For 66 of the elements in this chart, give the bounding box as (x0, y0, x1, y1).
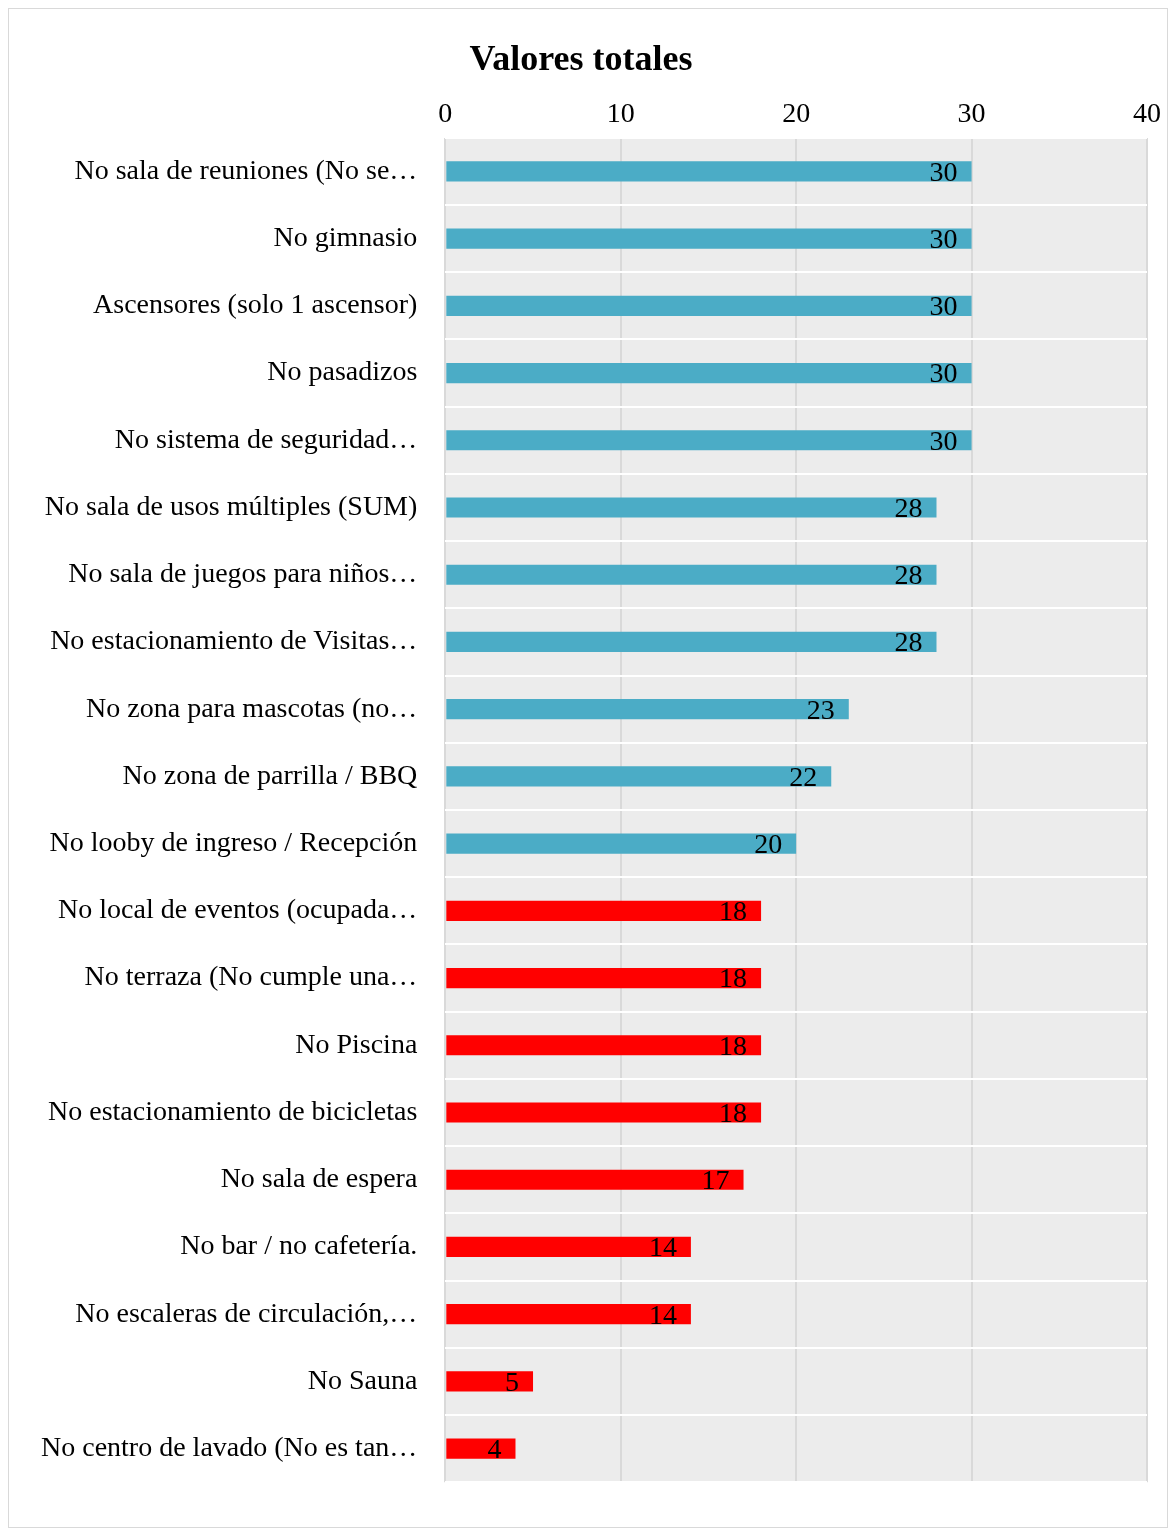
bar (446, 631, 937, 653)
bar (446, 362, 972, 384)
y-tick-label: No sala de reuniones (No se… (74, 153, 418, 185)
data-label: 14 (648, 1298, 677, 1330)
y-tick-label: No estacionamiento de bicicletas (48, 1094, 418, 1126)
y-tick-label: No estacionamiento de Visitas… (50, 624, 418, 656)
bar (446, 430, 972, 451)
y-tick-label: No pasadizos (267, 355, 418, 387)
y-tick-label: No looby de ingreso / Recepción (49, 825, 418, 857)
x-tick-label: 40 (1133, 97, 1161, 129)
y-tick-label: No local de eventos (ocupada… (58, 893, 418, 925)
y-tick-label: No sala de usos múltiples (SUM) (44, 489, 418, 521)
bar (446, 967, 762, 989)
x-tick-label: 20 (782, 97, 811, 129)
y-tick-label: No Sauna (307, 1363, 418, 1395)
bar (446, 1304, 691, 1325)
data-label: 30 (929, 290, 958, 322)
bar (446, 699, 849, 720)
data-label: 23 (806, 693, 835, 725)
bar (446, 900, 762, 921)
bar (446, 1169, 744, 1190)
data-label: 28 (894, 626, 923, 658)
data-label: 30 (929, 424, 958, 456)
y-tick-label: No Piscina (295, 1027, 418, 1059)
bar (446, 564, 937, 585)
data-label: 18 (719, 962, 748, 994)
y-tick-label: No bar / no cafetería. (180, 1229, 418, 1261)
y-tick-label: No terraza (No cumple una… (84, 960, 418, 992)
bar (446, 295, 972, 316)
y-tick-label: No zona de parrilla / BBQ (122, 758, 418, 790)
data-label: 18 (719, 1029, 748, 1061)
data-label: 30 (929, 222, 958, 254)
y-tick-label: No sala de espera (220, 1162, 418, 1194)
data-label: 30 (929, 357, 958, 389)
bar (446, 161, 972, 182)
data-label: 18 (719, 1096, 748, 1128)
y-tick-label: No sala de juegos para niños… (68, 557, 418, 589)
y-tick-label: No centro de lavado (No es tan… (40, 1430, 418, 1462)
bar (446, 1035, 762, 1056)
x-tick-label: 30 (957, 97, 986, 129)
bar (446, 497, 937, 518)
y-tick-label: No gimnasio (273, 220, 418, 252)
chart-title: Valores totales (469, 37, 693, 78)
bar (446, 1438, 516, 1459)
bar (446, 228, 972, 249)
data-label: 28 (894, 559, 923, 591)
y-tick-label: No sistema de seguridad… (114, 422, 418, 454)
bar (446, 833, 797, 854)
x-tick-label: 10 (606, 97, 635, 129)
x-tick-label: 0 (438, 97, 453, 129)
data-label: 22 (789, 760, 818, 792)
y-tick-label: No escaleras de circulación,… (75, 1296, 418, 1328)
data-label: 4 (487, 1432, 502, 1464)
data-label: 17 (701, 1164, 730, 1196)
data-label: 28 (894, 491, 923, 523)
data-label: 30 (929, 155, 958, 187)
data-label: 20 (754, 827, 783, 859)
bar (446, 1236, 691, 1258)
bar (446, 1371, 534, 1392)
y-tick-label: No zona para mascotas (no… (86, 691, 418, 723)
bar (446, 766, 832, 787)
data-label: 18 (719, 895, 748, 927)
data-label: 14 (648, 1231, 677, 1263)
data-label: 5 (505, 1365, 520, 1397)
bar (446, 1102, 762, 1123)
y-tick-label: Ascensores (solo 1 ascensor) (93, 288, 418, 320)
